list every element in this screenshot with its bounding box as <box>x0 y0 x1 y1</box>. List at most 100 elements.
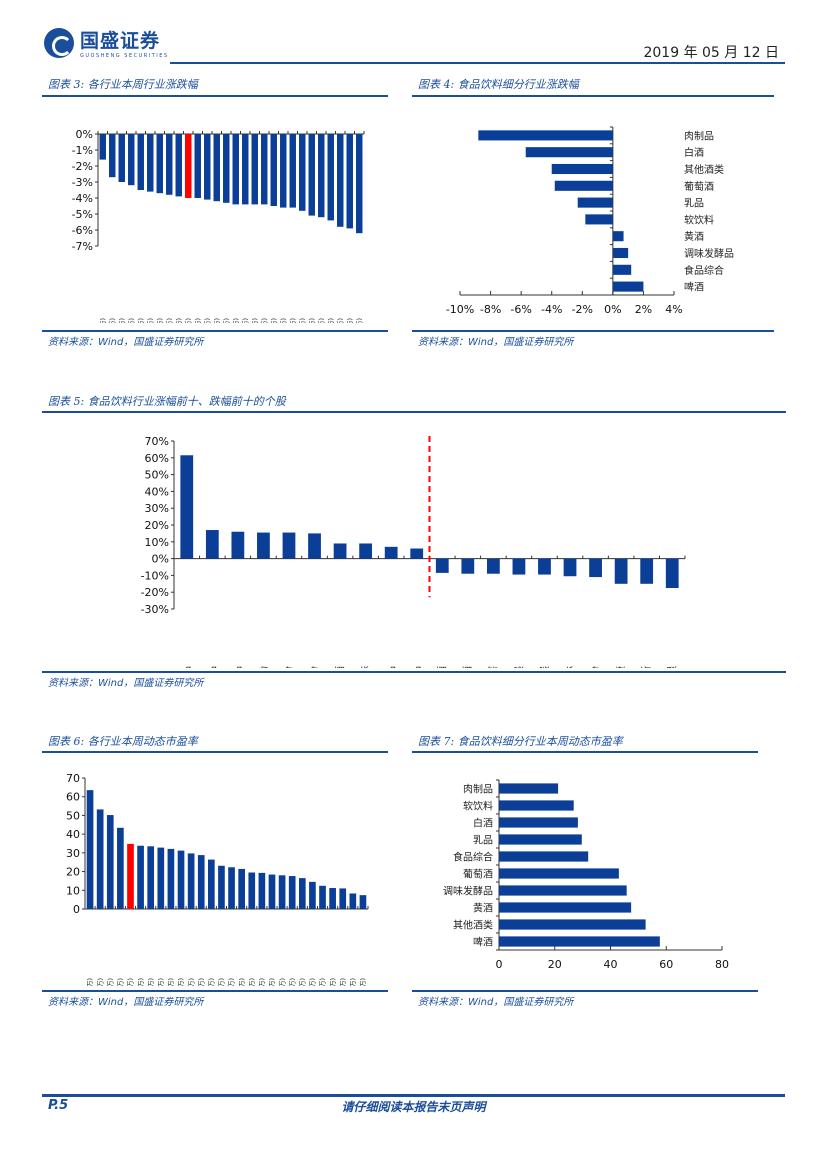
bar-5 <box>499 868 619 879</box>
bar-18 <box>270 134 277 206</box>
report-date: 2019 年 05 月 12 日 <box>643 45 779 61</box>
x-tick-label: 西藏发展 <box>538 666 551 668</box>
fig4-bottom-rule <box>412 330 774 332</box>
fig4-top-rule <box>412 95 774 97</box>
y-tick-label: 调味发酵品 <box>684 247 734 260</box>
bar-2 <box>499 817 578 828</box>
y-tick-label: 40 <box>66 828 80 841</box>
bar-0 <box>180 455 194 559</box>
bar-6 <box>147 846 155 909</box>
bar-9 <box>410 548 424 559</box>
bar-4 <box>127 843 134 909</box>
bar-4 <box>499 851 589 862</box>
y-tick-label: 0% <box>76 128 93 141</box>
bar-0 <box>99 134 106 160</box>
y-tick-label: 食品综合 <box>453 851 493 864</box>
bar-0 <box>499 783 559 794</box>
y-tick-label: 50 <box>66 809 80 822</box>
bar-13 <box>223 134 230 203</box>
x-tick-label: 0 <box>496 958 503 971</box>
x-tick-label: 非银金融(申万) <box>354 318 363 323</box>
fig4-chart: -10% -8% -6% -4% -2% 0% 2% 4% 肉制品白酒其他酒类葡萄酒乳品软饮料黄… <box>446 126 734 316</box>
x-tick-label: 综合(申万) <box>166 978 175 986</box>
fig3-caption: 图表 3: 各行业本周行业涨跌幅 <box>48 78 198 91</box>
bar-11 <box>461 558 475 574</box>
bar-17 <box>261 134 268 205</box>
x-tick-label: 农林牧渔(申万) <box>288 318 297 323</box>
bar-27 <box>359 895 367 909</box>
bar-16 <box>248 872 256 909</box>
x-tick-label: -10% <box>446 303 474 316</box>
x-tick-label: 国防军工(申万) <box>85 978 94 986</box>
x-tick-label: 建筑材料(申万) <box>126 318 135 323</box>
bar-13 <box>218 865 225 909</box>
y-tick-label: 其他酒类 <box>684 163 724 176</box>
y-tick-label: 70 <box>66 772 80 785</box>
x-tick-label: 建筑材料(申万) <box>318 978 327 986</box>
y-tick-label: 其他酒类 <box>453 919 493 932</box>
x-tick-label: 电子(申万) <box>105 978 114 986</box>
x-tick-label: 食品饮料(申万) <box>183 318 192 323</box>
x-tick-label: 通葡股份 <box>589 666 602 668</box>
bar-16 <box>589 558 602 578</box>
y-tick-label: 黄酒 <box>684 230 704 243</box>
x-tick-label: 建筑装饰(申万) <box>328 978 337 986</box>
x-tick-label: 房地产(申万) <box>231 318 240 323</box>
fig3-chart: 0% -1% -2% -3% -4% -5% -6% -7% 国防军工(申万)家用电器(申万)纺… <box>72 128 365 323</box>
y-tick-label: 肉制品 <box>463 783 493 796</box>
y-tick-label: -4% <box>72 192 93 205</box>
logo-english-name: GUOSHENG SECURITIES <box>80 53 169 59</box>
bar-5 <box>137 845 144 909</box>
fig6-bottom-rule <box>42 990 388 992</box>
bar-22 <box>308 134 315 216</box>
x-tick-label: 20 <box>548 958 562 971</box>
y-tick-label: -20% <box>141 586 169 599</box>
x-tick-label: 4% <box>665 303 682 316</box>
fig5-top-rule <box>42 411 786 413</box>
x-tick-label: 绯维股份 <box>282 666 295 668</box>
x-tick-label: 加加食品 <box>385 666 398 668</box>
bar-10 <box>187 853 195 909</box>
header-divider <box>170 62 785 64</box>
y-tick-label: 白酒 <box>473 817 493 830</box>
x-tick-label: 海欣食品 <box>206 666 219 668</box>
x-tick-label: 非银金融(申万) <box>277 978 286 986</box>
x-tick-label: 得利斯 <box>640 666 653 668</box>
x-tick-label: 酒鬼酒 <box>436 666 449 668</box>
y-tick-label: 60 <box>66 791 80 804</box>
y-tick-label: 70% <box>145 435 169 448</box>
bar-8 <box>499 919 646 930</box>
bar-10 <box>194 134 201 198</box>
bar-17 <box>258 872 266 909</box>
x-tick-label: 休闲服务(申万) <box>155 318 164 323</box>
y-tick-label: 20% <box>145 519 169 532</box>
bar-21 <box>299 134 306 211</box>
bar-1 <box>96 809 104 909</box>
x-tick-label: 机械设备(申万) <box>136 318 145 323</box>
x-tick-label: 通信(申万) <box>345 318 354 323</box>
x-tick-label: 建筑装饰(申万) <box>316 318 325 323</box>
fig5-source: 资料来源：Wind，国盛证券研究所 <box>48 678 204 689</box>
x-tick-label: -8% <box>480 303 501 316</box>
logo-name: 国盛证券 <box>80 30 161 52</box>
bar-7 <box>612 247 629 259</box>
fig4-caption: 图表 4: 食品饮料细分行业涨跌幅 <box>418 78 579 91</box>
y-tick-label: 葡萄酒 <box>684 180 714 193</box>
y-tick-label: 10 <box>66 884 80 897</box>
y-tick-label: 40% <box>145 485 169 498</box>
x-tick-label: 纺织服装(申万) <box>217 978 226 986</box>
x-tick-label: 医药生物(申万) <box>207 978 216 986</box>
bar-17 <box>614 558 628 584</box>
x-tick-label: 电子(申万) <box>250 318 259 323</box>
bar-4 <box>282 532 296 559</box>
bar-20 <box>289 134 296 208</box>
x-tick-label: 上海梅林 <box>563 666 576 668</box>
bar-0 <box>478 130 613 141</box>
bar-2 <box>118 134 125 182</box>
y-tick-label: -5% <box>72 208 93 221</box>
bar-24 <box>327 134 334 221</box>
x-tick-label: -6% <box>510 303 531 316</box>
bar-9 <box>499 936 660 947</box>
bar-8 <box>167 848 175 909</box>
x-tick-label: 商业贸易(申万) <box>164 318 173 323</box>
